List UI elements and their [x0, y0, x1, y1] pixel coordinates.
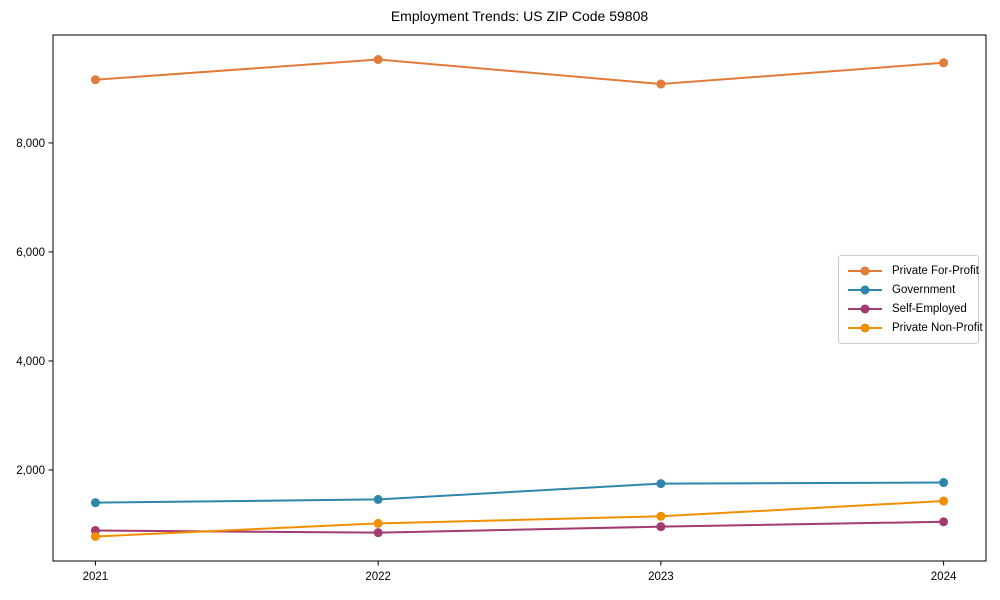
y-tick-label: 6,000 [16, 247, 45, 259]
x-tick-label: 2022 [365, 571, 391, 583]
data-point-marker [656, 522, 666, 532]
legend-label: Government [892, 284, 956, 296]
data-point-marker [373, 55, 383, 65]
legend-line-marker-icon [848, 323, 882, 333]
series-line [95, 481, 944, 504]
legend-entry: Government [847, 281, 974, 299]
data-point-marker [656, 79, 666, 89]
legend-entry: Private For-Profit [847, 262, 979, 280]
data-point-marker [656, 479, 666, 489]
legend-entry: Private Non-Profit [847, 319, 983, 337]
legend-entry: Self-Employed [847, 300, 974, 318]
legend-label: Private Non-Profit [892, 322, 983, 334]
data-point-marker [90, 531, 100, 541]
series-line [95, 520, 944, 534]
legend-line-marker-icon [848, 285, 882, 295]
legend-label: Private For-Profit [892, 265, 979, 277]
legend: Private For-Profit Government Self-Employe… [838, 255, 983, 344]
y-tick-label: 2,000 [16, 465, 45, 477]
data-point-marker [939, 496, 949, 506]
series-line [95, 58, 944, 86]
y-tick-label: 8,000 [16, 138, 45, 150]
data-point-marker [90, 498, 100, 508]
axes-frame [52, 34, 987, 562]
data-point-marker [373, 518, 383, 528]
legend-line-marker-icon [848, 304, 882, 314]
x-tick-label: 2024 [931, 571, 957, 583]
data-point-marker [939, 478, 949, 488]
chart-title: Employment Trends: US ZIP Code 59808 [390, 8, 649, 24]
legend-line-marker-icon [848, 266, 882, 276]
data-point-marker [656, 511, 666, 521]
data-point-marker [373, 494, 383, 504]
y-tick-label: 4,000 [16, 356, 45, 368]
data-point-marker [939, 58, 949, 68]
data-point-marker [373, 528, 383, 538]
x-tick-label: 2021 [83, 571, 109, 583]
data-point-marker [939, 517, 949, 527]
x-tick-label: 2023 [648, 571, 674, 583]
legend-label: Self-Employed [892, 303, 967, 315]
data-point-marker [90, 75, 100, 85]
series-line [95, 500, 944, 538]
